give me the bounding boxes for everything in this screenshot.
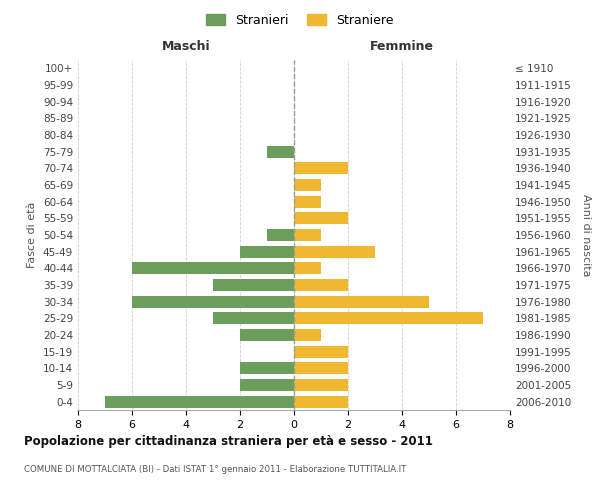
Bar bbox=[105, 396, 294, 407]
Bar bbox=[294, 296, 429, 308]
Bar bbox=[132, 296, 294, 308]
Text: COMUNE DI MOTTALCIATA (BI) - Dati ISTAT 1° gennaio 2011 - Elaborazione TUTTITALI: COMUNE DI MOTTALCIATA (BI) - Dati ISTAT … bbox=[24, 465, 406, 474]
Bar bbox=[240, 246, 294, 258]
Y-axis label: Fasce di età: Fasce di età bbox=[28, 202, 37, 268]
Text: Maschi: Maschi bbox=[161, 40, 211, 54]
Bar bbox=[294, 162, 348, 174]
Bar bbox=[240, 362, 294, 374]
Text: Femmine: Femmine bbox=[370, 40, 434, 54]
Bar bbox=[294, 379, 348, 391]
Bar bbox=[294, 179, 321, 191]
Bar bbox=[294, 229, 321, 241]
Bar bbox=[294, 329, 321, 341]
Bar bbox=[294, 196, 321, 207]
Bar bbox=[294, 312, 483, 324]
Legend: Stranieri, Straniere: Stranieri, Straniere bbox=[202, 8, 398, 32]
Bar bbox=[294, 262, 321, 274]
Bar bbox=[267, 229, 294, 241]
Bar bbox=[213, 312, 294, 324]
Bar bbox=[267, 146, 294, 158]
Bar bbox=[213, 279, 294, 291]
Bar bbox=[294, 246, 375, 258]
Bar bbox=[240, 329, 294, 341]
Bar bbox=[294, 212, 348, 224]
Bar bbox=[294, 362, 348, 374]
Bar bbox=[240, 379, 294, 391]
Bar bbox=[294, 346, 348, 358]
Bar bbox=[294, 279, 348, 291]
Bar bbox=[132, 262, 294, 274]
Text: Popolazione per cittadinanza straniera per età e sesso - 2011: Popolazione per cittadinanza straniera p… bbox=[24, 435, 433, 448]
Bar bbox=[294, 396, 348, 407]
Y-axis label: Anni di nascita: Anni di nascita bbox=[581, 194, 591, 276]
